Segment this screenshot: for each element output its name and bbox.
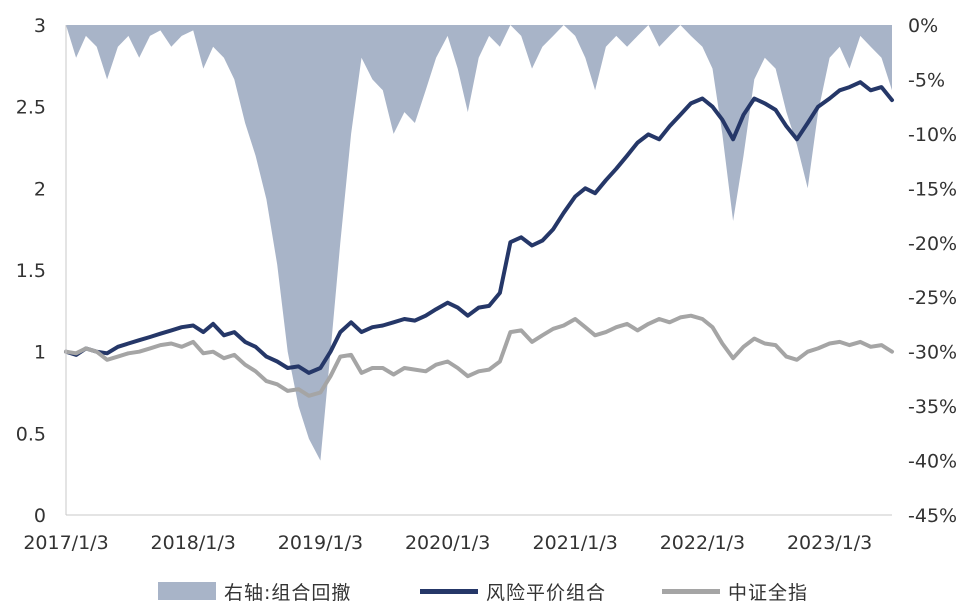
right-tick-label: -15% [908,178,957,200]
right-axis-ticks: 0% -5% -10% -15% -20% -25% -30% -35% -40% -45% [908,15,957,527]
series-risk-parity-line [64,80,894,375]
left-tick-label: 1.5 [16,260,46,282]
legend-item-risk-parity: 风险平价组合 [420,576,606,606]
x-tick-label: 2022/1/3 [660,532,745,554]
legend-label-csi-all: 中证全指 [728,581,809,604]
right-tick-label: -25% [908,287,957,309]
left-tick-label: 2.5 [16,97,46,119]
right-tick-label: -5% [908,69,945,91]
series-drawdown-area [66,25,892,461]
left-tick-label: 1 [34,342,46,364]
legend-swatch-drawdown [158,582,216,600]
x-tick-label: 2018/1/3 [151,532,236,554]
x-tick-label: 2020/1/3 [405,532,490,554]
legend-label-risk-parity: 风险平价组合 [486,581,607,604]
left-tick-label: 2 [34,178,46,200]
x-axis-ticks: 2017/1/3 2018/1/3 2019/1/3 2020/1/3 2021/1/3… [23,532,872,554]
left-axis-ticks: 0 0.5 1 1.5 2 2.5 3 [16,15,46,527]
left-tick-label: 0.5 [16,423,46,445]
legend: 右轴:组合回撤 风险平价组合 中证全指 [0,576,966,606]
legend-label-drawdown: 右轴:组合回撤 [224,581,352,604]
x-tick-label: 2021/1/3 [533,532,618,554]
x-tick-label: 2023/1/3 [787,532,872,554]
right-tick-label: -20% [908,233,957,255]
right-tick-label: -40% [908,451,957,473]
legend-swatch-csi-all [662,588,720,594]
drawdown-area-layer [66,25,892,461]
x-tick-label: 2017/1/3 [23,532,108,554]
line-layer [64,80,894,398]
right-tick-label: -30% [908,342,957,364]
left-tick-label: 0 [34,505,46,527]
legend-item-csi-all: 中证全指 [662,576,808,606]
series-csi-all-line [64,313,894,398]
right-tick-label: -35% [908,396,957,418]
legend-item-drawdown: 右轴:组合回撤 [158,576,351,606]
right-tick-label: 0% [908,15,938,37]
x-tick-label: 2019/1/3 [278,532,363,554]
legend-swatch-risk-parity [420,588,478,594]
right-tick-label: -45% [908,505,957,527]
left-tick-label: 3 [34,15,46,37]
right-tick-label: -10% [908,124,957,146]
